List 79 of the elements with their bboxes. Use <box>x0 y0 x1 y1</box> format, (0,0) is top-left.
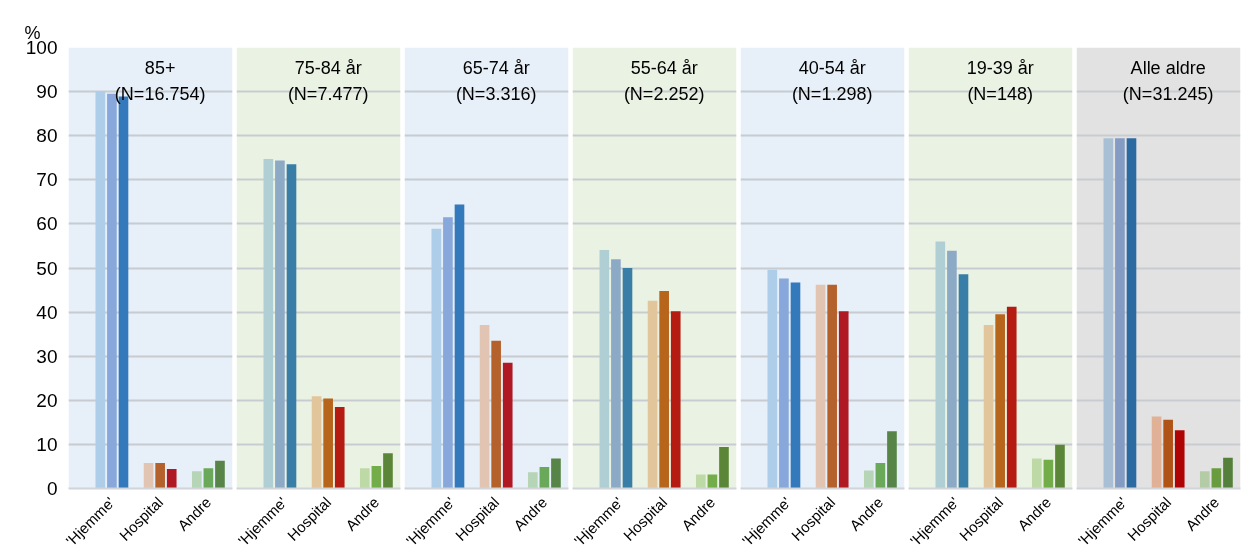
bar <box>947 250 957 489</box>
bar <box>1163 419 1173 489</box>
bar <box>827 284 837 489</box>
text: Alle aldre (N=31.245) <box>1122 57 1214 104</box>
bar <box>1223 457 1233 489</box>
y-tick-label: 30 <box>36 345 58 367</box>
bar <box>1211 468 1222 489</box>
bar <box>323 398 333 489</box>
y-tick-label: 10 <box>36 433 58 455</box>
y-tick-label: 90 <box>36 81 58 103</box>
bar <box>527 472 538 489</box>
bar <box>887 431 897 489</box>
bar <box>263 159 274 489</box>
bar <box>719 447 729 489</box>
bar <box>1115 138 1125 489</box>
bar <box>155 462 165 489</box>
bar <box>935 241 946 489</box>
bar <box>454 204 465 489</box>
bar <box>1055 444 1065 489</box>
bar <box>215 460 225 489</box>
bar <box>875 462 886 489</box>
bar <box>502 362 513 489</box>
bar <box>491 340 501 489</box>
bar <box>647 300 658 489</box>
y-tick-label: 80 <box>36 125 58 147</box>
bar <box>1031 458 1042 489</box>
y-tick-label: 50 <box>36 257 58 279</box>
bar <box>983 324 994 489</box>
bar <box>311 396 322 489</box>
text: 65-74 år (N=3.316) <box>455 57 537 104</box>
bar <box>191 471 202 489</box>
bar <box>695 474 706 489</box>
bar <box>659 290 669 489</box>
text: 85+ (N=16.754) <box>114 57 206 104</box>
bar <box>334 406 345 489</box>
bar <box>286 164 297 489</box>
bar <box>622 268 633 489</box>
bar <box>815 284 826 489</box>
y-tick-label: 40 <box>36 301 58 323</box>
bar <box>995 314 1005 489</box>
bar <box>203 468 214 489</box>
bar <box>551 458 561 489</box>
bar <box>958 274 969 489</box>
bar <box>1043 459 1054 489</box>
bar <box>1126 138 1137 489</box>
bar <box>383 453 393 489</box>
bar <box>1006 306 1017 489</box>
y-tick-label: 20 <box>36 389 58 411</box>
bar <box>1199 471 1210 489</box>
bar <box>1174 430 1185 489</box>
bar <box>539 466 550 489</box>
text: 75-84 år (N=7.477) <box>287 57 369 104</box>
bar <box>707 474 718 489</box>
bar <box>611 259 621 489</box>
bar <box>143 462 154 489</box>
y-tick-label: 70 <box>36 169 58 191</box>
bar <box>359 468 370 489</box>
bar <box>1103 138 1114 489</box>
bar <box>599 249 610 489</box>
bar <box>107 93 117 489</box>
bar <box>790 282 801 489</box>
bar <box>767 269 778 489</box>
text: 19-39 år (N=148) <box>966 57 1034 104</box>
bar <box>863 470 874 489</box>
text: 40-54 år (N=1.298) <box>791 57 873 104</box>
bar <box>779 278 789 489</box>
bar <box>479 324 490 489</box>
bar <box>431 228 442 489</box>
bar <box>95 91 106 489</box>
bar <box>275 160 285 489</box>
bar <box>166 469 177 489</box>
bar <box>670 311 681 489</box>
bar <box>371 466 382 489</box>
y-tick-label: 0 <box>46 478 58 499</box>
bar <box>443 217 453 489</box>
y-tick-label: 60 <box>36 213 58 235</box>
text: 55-64 år (N=2.252) <box>623 57 705 104</box>
bar <box>838 311 849 489</box>
bar <box>1151 416 1162 489</box>
